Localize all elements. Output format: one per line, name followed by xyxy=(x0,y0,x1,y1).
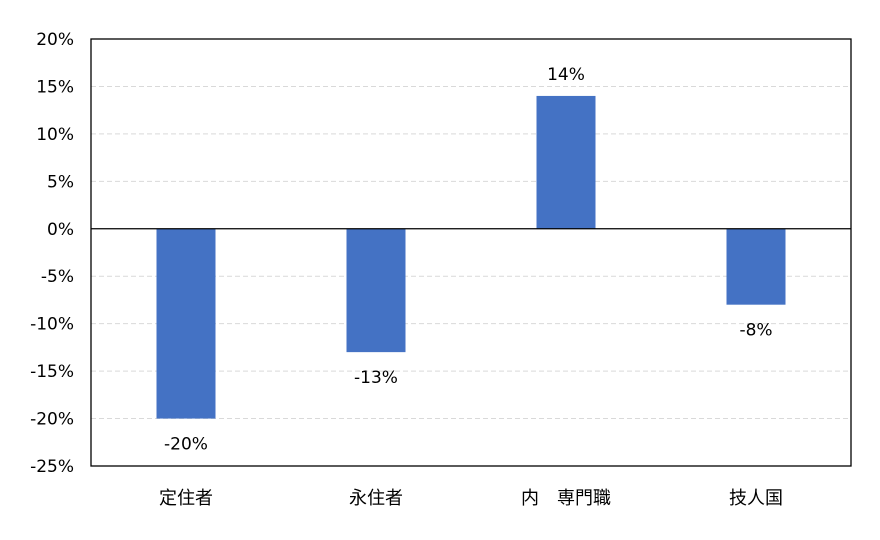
x-category-label: 内 専門職 xyxy=(521,488,611,509)
y-tick-label: 5% xyxy=(47,172,74,192)
y-tick-label: 0% xyxy=(47,220,74,240)
data-label: -13% xyxy=(354,368,398,388)
y-axis-tick-labels: 20% 15% 10% 5% 0% -5% -10% -15% -20% -25% xyxy=(30,30,74,477)
y-tick-label: -20% xyxy=(30,410,74,430)
gridlines xyxy=(91,85,851,420)
x-category-label: 定住者 xyxy=(159,488,213,509)
data-label: -20% xyxy=(164,435,208,455)
x-axis-category-labels: 定住者 永住者 内 専門職 技人国 xyxy=(159,488,783,509)
y-tick-label: -5% xyxy=(41,267,74,287)
y-tick-label: -15% xyxy=(30,362,74,382)
data-labels: -20% -13% 14% -8% xyxy=(164,65,773,455)
bar xyxy=(346,228,406,353)
y-tick-label: 10% xyxy=(36,125,74,145)
bar xyxy=(536,95,596,229)
y-tick-label: 15% xyxy=(36,77,74,97)
y-tick-label: -10% xyxy=(30,315,74,335)
bars xyxy=(156,95,786,419)
bar xyxy=(156,228,216,419)
data-label: -8% xyxy=(739,321,772,341)
x-category-label: 技人国 xyxy=(729,488,783,509)
x-category-label: 永住者 xyxy=(349,488,403,509)
bar xyxy=(726,228,786,305)
data-label: 14% xyxy=(547,65,585,85)
y-tick-label: -25% xyxy=(30,457,74,477)
y-tick-label: 20% xyxy=(36,30,74,50)
plot-area-border xyxy=(90,38,852,467)
